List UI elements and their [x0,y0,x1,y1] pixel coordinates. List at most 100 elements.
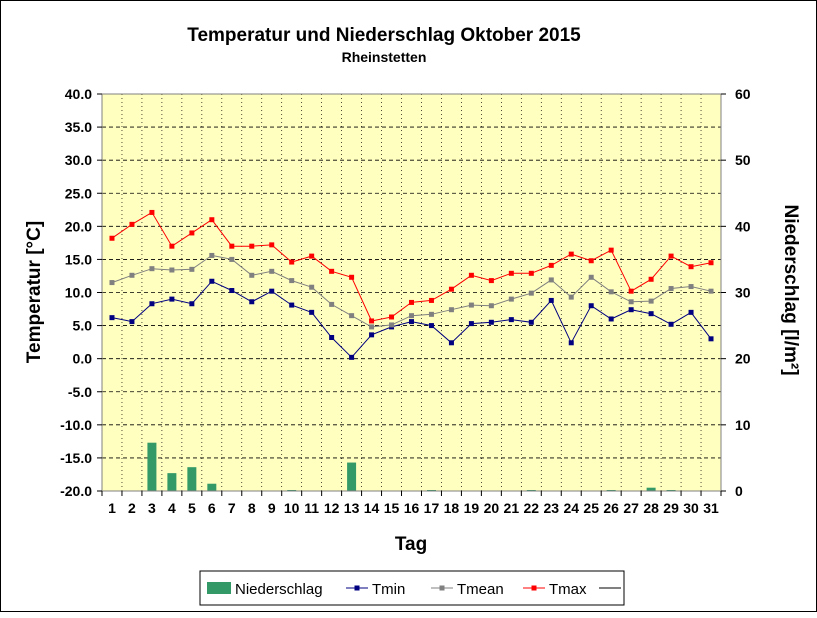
point-tmax [528,270,534,276]
x-tick-label: 11 [304,500,319,516]
y-tick-label-right: 60 [735,86,751,102]
grid [102,94,721,491]
point-tmax [389,314,395,320]
point-tmin [508,317,514,323]
x-tick-label: 3 [148,500,156,516]
point-tmax [668,253,674,259]
y-axis-label-right: Niederschlag [l/m²] [780,204,801,375]
y-tick-label-left: 40.0 [65,86,92,102]
legend-marker-tmax [531,585,537,591]
legend-swatch-niederschlag [207,582,231,594]
point-tmean [708,288,714,294]
point-tmean [428,311,434,317]
point-tmean [528,290,534,296]
point-tmin [668,321,674,327]
bar-niederschlag [147,442,157,491]
y-tick-label-left: 10.0 [65,285,92,301]
point-tmean [409,313,414,319]
point-tmean [249,272,255,278]
legend-label-tmax: Tmax [549,581,587,598]
point-tmean [568,294,574,300]
point-tmax [189,230,195,236]
point-tmin [608,316,614,322]
point-tmin [249,299,255,305]
point-tmean [209,252,215,258]
point-tmin [568,340,574,346]
y-tick-label-right: 10 [735,417,751,433]
x-tick-label: 4 [168,500,176,516]
legend-marker-tmin [354,585,360,591]
x-tick-label: 20 [484,500,500,516]
legend-box [199,570,625,606]
point-tmin [528,319,534,325]
point-tmax [468,272,474,278]
point-tmax [588,258,594,264]
x-tick-label: 15 [384,500,400,516]
point-tmean [309,284,315,290]
bar-niederschlag [347,462,357,491]
x-tick-label: 27 [623,500,639,516]
point-tmax [209,217,215,223]
x-tick-label: 21 [504,500,520,516]
point-tmean [149,266,155,272]
point-tmin [149,301,155,307]
x-tick-label: 16 [404,500,420,516]
x-tick-label: 2 [128,500,136,516]
x-tick-label: 6 [208,500,216,516]
point-tmean [349,313,355,319]
point-tmean [588,274,594,280]
point-tmax [448,286,454,292]
point-tmax [129,221,135,227]
point-tmean [329,301,335,307]
point-tmax [269,242,275,248]
point-tmin [369,332,375,338]
point-tmax [508,270,514,276]
x-axis-label: Tag [395,534,427,555]
point-tmax [708,260,714,266]
point-tmin [688,309,694,315]
point-tmean [169,267,175,273]
point-tmean [648,298,654,304]
axes: 40.0 35.0 30.0 25.0 20.0 15.0 10.0 5.0 0.0 -5.0 -1… [60,86,751,516]
point-tmax [109,235,115,241]
legend-marker-tmean [439,585,445,591]
x-tick-label: 31 [703,500,719,516]
point-tmin [468,321,474,327]
point-tmin [289,302,295,308]
legend-label-niederschlag: Niederschlag [235,581,323,598]
y-tick-label-left: 25.0 [65,185,92,201]
point-tmax [648,276,654,282]
point-tmax [149,209,155,215]
point-tmax [628,288,634,294]
point-tmin [588,303,594,309]
point-tmean [129,272,135,278]
x-tick-label: 9 [268,500,276,516]
x-tick-label: 25 [583,500,599,516]
point-tmean [628,299,634,305]
x-tick-label: 28 [643,500,659,516]
x-tick-label: 30 [683,500,699,516]
y-axis-label-left: Temperatur [°C] [24,221,45,363]
point-tmin [169,296,175,302]
point-tmean [109,280,115,286]
point-tmin [448,340,454,346]
x-tick-label: 12 [324,500,340,516]
x-tick-label: 23 [543,500,559,516]
point-tmin [329,334,335,340]
y-tick-label-left: -20.0 [60,483,92,499]
y-tick-label-right: 40 [735,218,751,234]
point-tmin [708,336,714,342]
point-tmean [269,268,275,274]
bar-niederschlag [167,473,177,491]
y-tick-label-left: 0.0 [73,351,93,367]
chart-subtitle: Rheinstetten [342,49,427,65]
point-tmean [668,286,674,292]
point-tmean [608,289,614,295]
point-tmax [688,264,694,270]
x-tick-label: 26 [603,500,619,516]
point-tmin [648,311,654,317]
point-tmean [189,266,195,272]
point-tmax [369,318,375,324]
point-tmean [389,322,395,328]
